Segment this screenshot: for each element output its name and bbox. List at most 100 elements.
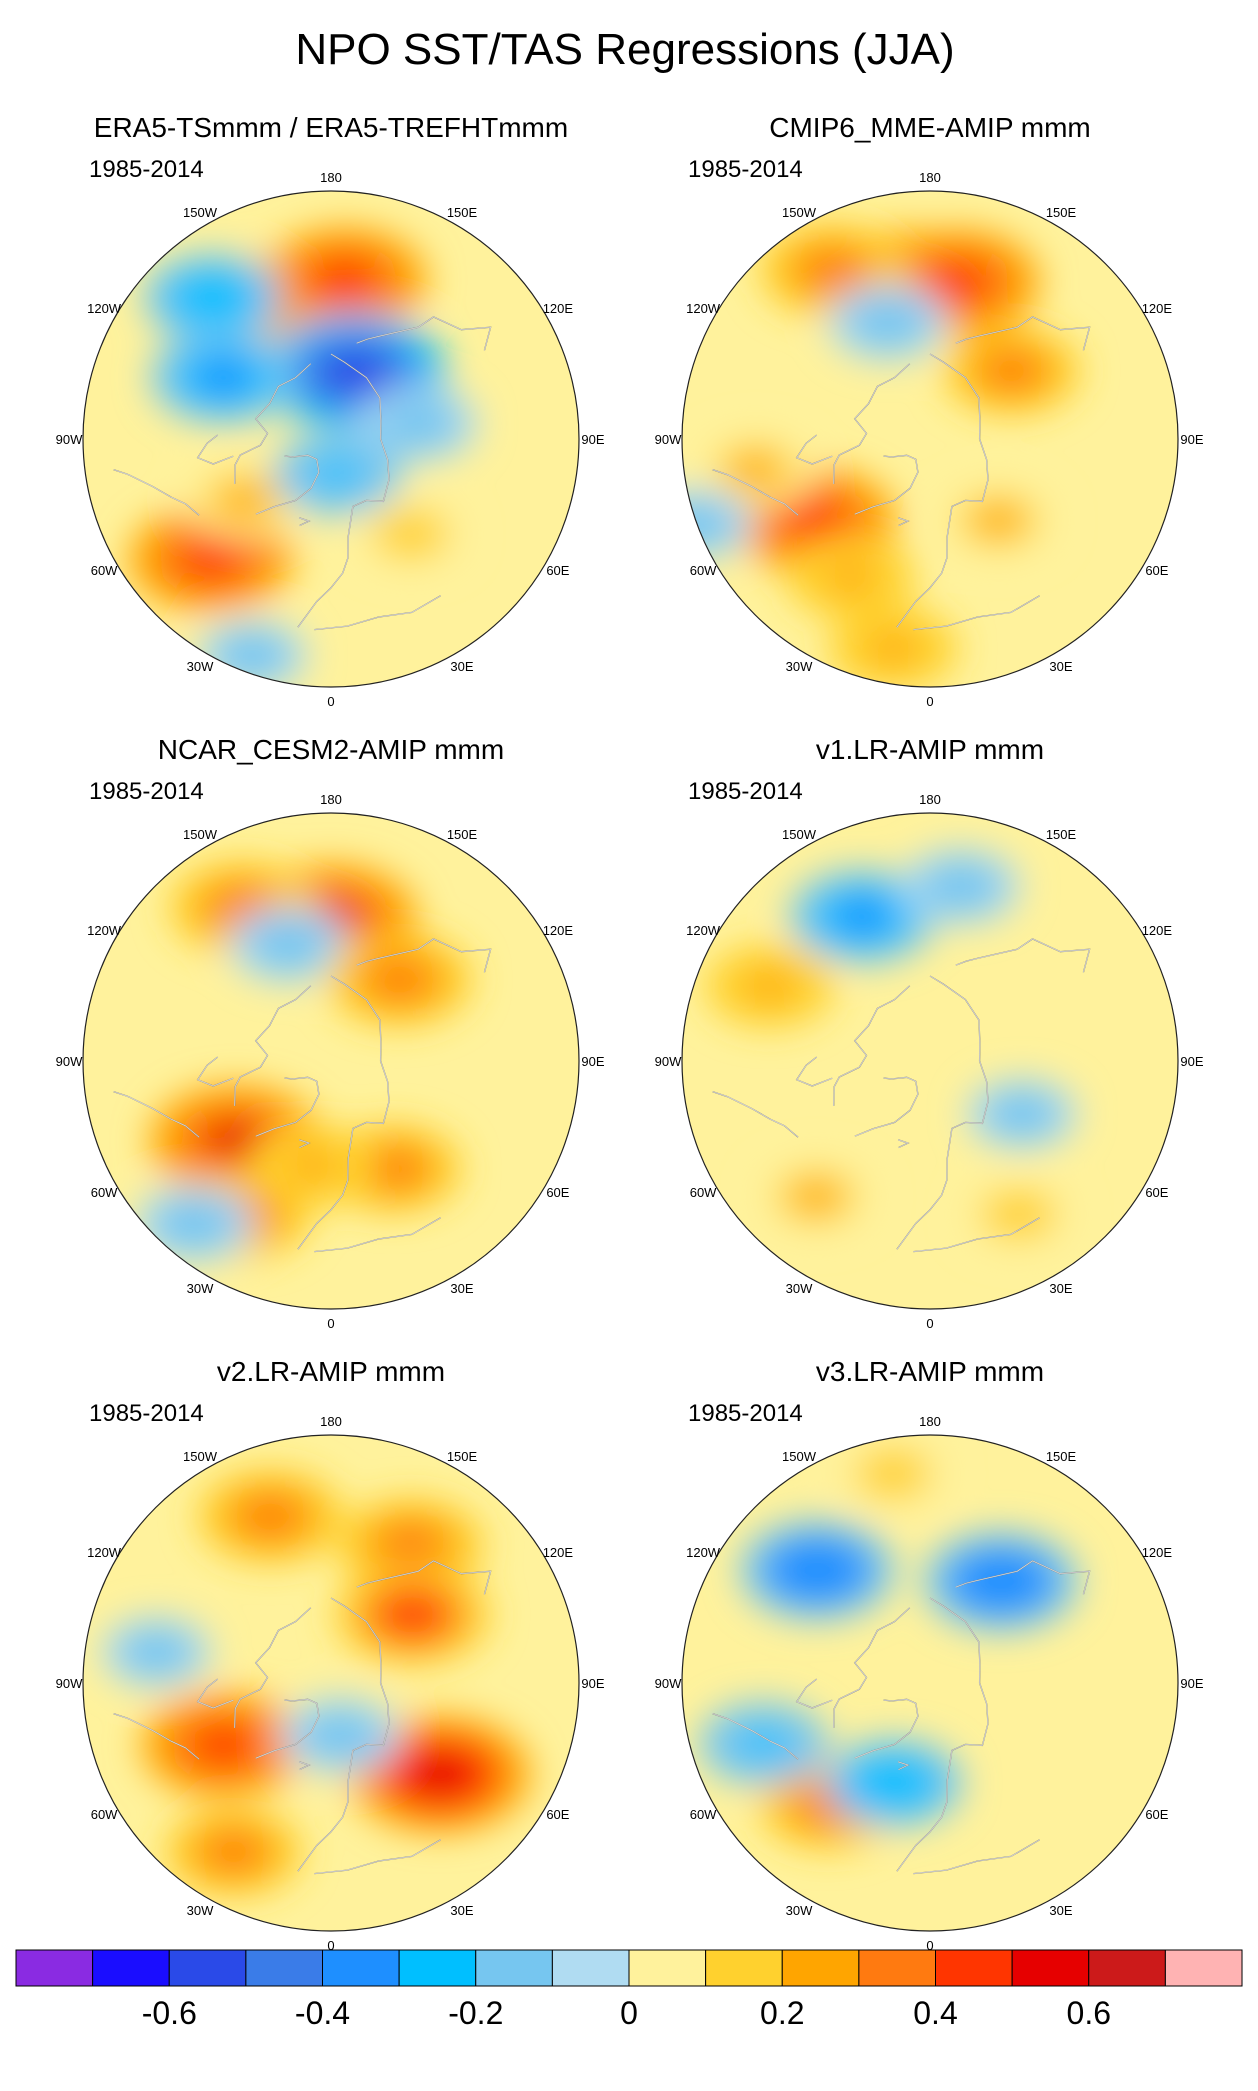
colorbar-swatch (92, 1949, 170, 1987)
longitude-label: 120E (1142, 923, 1173, 938)
colorbar-swatch (935, 1949, 1013, 1987)
colorbar-tick-label: 0.6 (1067, 1995, 1111, 2031)
colorbar-swatch (398, 1949, 477, 1987)
anomaly-core (998, 1201, 1039, 1228)
longitude-label: 60E (546, 563, 569, 578)
longitude-label: 30W (187, 1281, 214, 1296)
longitude-label: 0 (327, 1938, 334, 1953)
anomaly-core (789, 1551, 846, 1589)
anomaly-core (313, 458, 361, 490)
longitude-label: 150W (782, 1449, 817, 1464)
anomaly-core (384, 1596, 441, 1634)
longitude-label: 180 (919, 792, 941, 807)
longitude-label: 90W (56, 1676, 83, 1691)
anomaly-core (1002, 1100, 1043, 1128)
longitude-label: 150E (1046, 205, 1077, 220)
anomaly-core (406, 1752, 473, 1796)
anomaly-core (390, 520, 431, 548)
anomaly-core (372, 962, 426, 998)
map-base (682, 1435, 1178, 1931)
colorbar-swatch (705, 1949, 783, 1987)
longitude-label: 120W (87, 301, 122, 316)
anomaly-core (181, 539, 241, 579)
longitude-label: 90W (655, 1676, 682, 1691)
colorbar-swatch (1011, 1949, 1090, 1987)
polar-map-panel: NCAR_CESM2-AMIP mmm 1985-2014 180 150W 150E 1… (56, 734, 605, 1331)
longitude-label: 0 (327, 1316, 334, 1331)
map-border (681, 190, 1179, 688)
map-border (82, 190, 580, 688)
anomaly-core (222, 485, 266, 515)
panel-period: 1985-2014 (89, 156, 204, 183)
colorbar-swatch (168, 1949, 247, 1987)
panel-period: 1985-2014 (688, 1400, 803, 1427)
longitude-label: 150W (782, 205, 817, 220)
longitude-label: 150E (1046, 827, 1077, 842)
anomaly-core (976, 506, 1020, 535)
colorbar-swatch (1088, 1949, 1166, 1987)
longitude-label: 30E (1049, 1903, 1072, 1918)
anomaly-core (172, 1209, 216, 1239)
anomaly-core (208, 1835, 259, 1869)
panel-title: v3.LR-AMIP mmm (816, 1356, 1044, 1387)
coastlines (712, 316, 1091, 631)
colorbar-swatch (322, 1949, 400, 1987)
longitude-label: 150E (447, 1449, 478, 1464)
panel-period: 1985-2014 (688, 778, 803, 805)
polar-map-panel: v3.LR-AMIP mmm 1985-2014 180 150W 150E 120W 12… (655, 1356, 1204, 1953)
longitude-label: 60W (91, 563, 118, 578)
anomaly-core (266, 930, 311, 959)
longitude-label: 60W (690, 563, 717, 578)
map-border (681, 812, 1179, 1310)
coastlines (712, 1560, 1091, 1875)
anomaly-core (873, 1460, 914, 1488)
anomaly-core (740, 1728, 787, 1760)
anomaly-core (827, 561, 874, 593)
longitude-label: 120E (1142, 1545, 1173, 1560)
anomaly-core (869, 632, 917, 664)
longitude-label: 180 (919, 1414, 941, 1429)
anomaly-core (806, 252, 859, 288)
anomaly-core (289, 1150, 336, 1182)
longitude-label: 60E (1145, 1807, 1168, 1822)
anomaly-core (244, 1498, 297, 1535)
polar-map-panel: CMIP6_MME-AMIP mmm 1985-2014 180 150W 150E 12… (655, 112, 1204, 709)
panel-title: v2.LR-AMIP mmm (217, 1356, 445, 1387)
longitude-label: 60E (1145, 563, 1168, 578)
anomaly-core (384, 1527, 438, 1563)
anomaly-core (136, 1638, 177, 1666)
colorbar-tick-label: 0 (620, 1995, 638, 2031)
anomaly-core (939, 872, 983, 901)
anomaly-core (204, 1120, 268, 1162)
longitude-label: 120W (87, 1545, 122, 1560)
longitude-label: 30E (450, 1281, 473, 1296)
longitude-label: 60E (546, 1185, 569, 1200)
panel-title: CMIP6_MME-AMIP mmm (769, 112, 1091, 143)
longitude-label: 30E (450, 659, 473, 674)
longitude-label: 120W (686, 1545, 721, 1560)
coastlines (712, 938, 1091, 1253)
colorbar-tick-label: 0.4 (913, 1995, 957, 2031)
longitude-label: 90E (581, 1676, 604, 1691)
longitude-label: 90W (655, 1054, 682, 1069)
anomaly-core (746, 970, 793, 1002)
longitude-label: 180 (320, 792, 342, 807)
anomaly-core (318, 1720, 362, 1750)
longitude-label: 90W (56, 432, 83, 447)
anomaly-core (315, 260, 375, 300)
colorbar-swatch (15, 1949, 94, 1987)
longitude-label: 90E (1180, 1676, 1203, 1691)
anomaly-core (197, 359, 250, 395)
anomaly-core (836, 898, 889, 935)
longitude-label: 30W (187, 1903, 214, 1918)
longitude-label: 180 (320, 1414, 342, 1429)
panel-title: v1.LR-AMIP mmm (816, 734, 1044, 765)
colorbar-tick-label: -0.4 (295, 1995, 350, 2031)
longitude-label: 0 (926, 1316, 933, 1331)
panel-period: 1985-2014 (89, 778, 204, 805)
longitude-label: 150E (447, 205, 478, 220)
anomaly-core (733, 455, 778, 485)
longitude-label: 0 (327, 694, 334, 709)
polar-map-panel: ERA5-TSmmm / ERA5-TREFHTmmm 1985-2014 180 1… (56, 112, 605, 709)
longitude-label: 150E (447, 827, 478, 842)
